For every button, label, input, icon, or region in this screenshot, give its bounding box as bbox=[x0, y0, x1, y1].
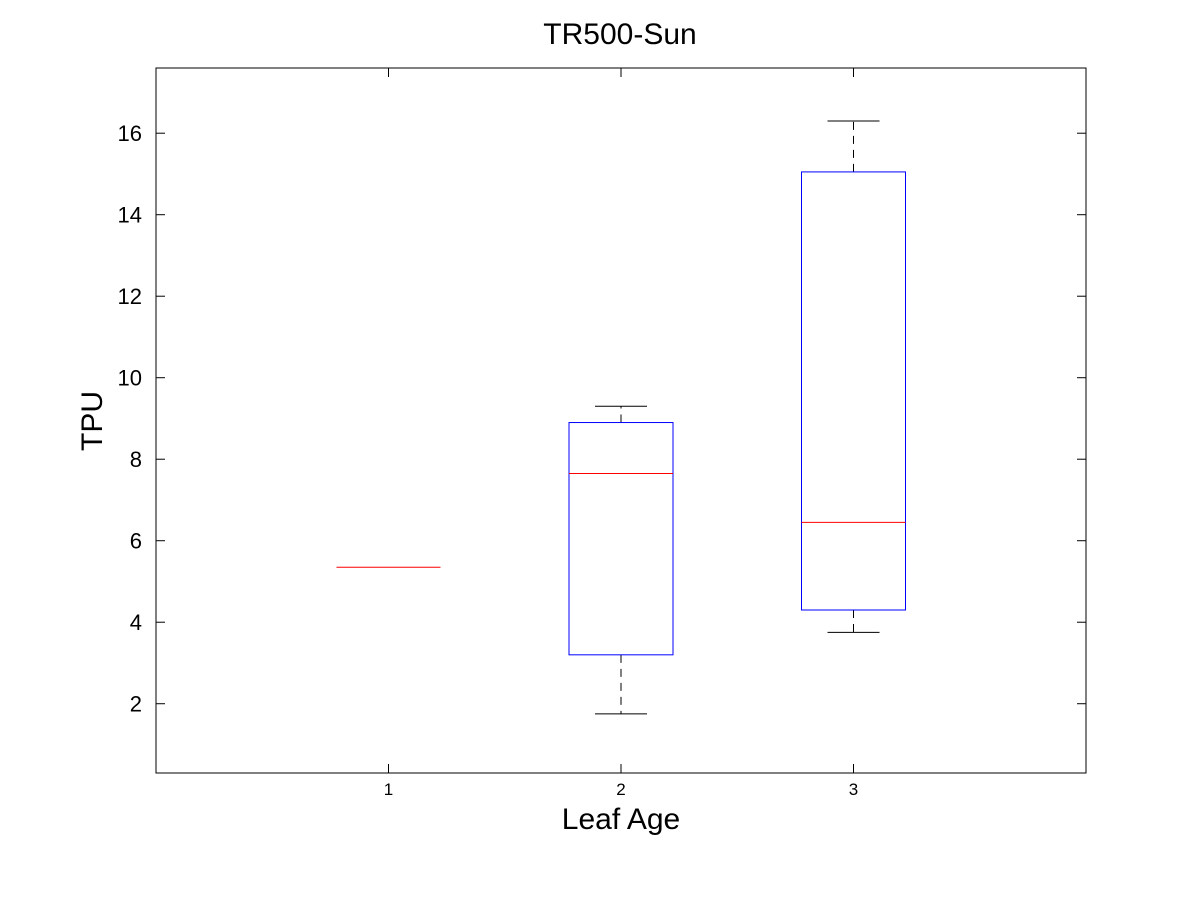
y-tick-label: 16 bbox=[118, 121, 142, 146]
x-axis-label: Leaf Age bbox=[562, 803, 680, 836]
chart-title: TR500-Sun bbox=[543, 18, 696, 51]
box-3 bbox=[801, 120, 906, 633]
y-tick-label: 10 bbox=[118, 366, 142, 391]
x-tick-label: 2 bbox=[616, 780, 625, 799]
iqr-box bbox=[801, 171, 906, 611]
box-series bbox=[336, 120, 906, 715]
y-tick-label: 14 bbox=[118, 203, 142, 228]
y-tick-label: 12 bbox=[118, 284, 142, 309]
y-tick-label: 4 bbox=[130, 610, 142, 635]
x-axis-ticks: 1 2 3 bbox=[384, 68, 858, 799]
x-tick-label: 1 bbox=[384, 780, 393, 799]
y-tick-label: 8 bbox=[130, 447, 142, 472]
y-tick-label: 2 bbox=[130, 692, 142, 717]
x-tick-label: 3 bbox=[849, 780, 858, 799]
y-axis-ticks: 2 4 6 8 10 12 14 16 bbox=[118, 121, 1086, 717]
iqr-box bbox=[568, 422, 674, 656]
y-tick-label: 6 bbox=[130, 529, 142, 554]
box-2 bbox=[568, 405, 674, 715]
y-axis-label: TPU bbox=[76, 391, 109, 451]
